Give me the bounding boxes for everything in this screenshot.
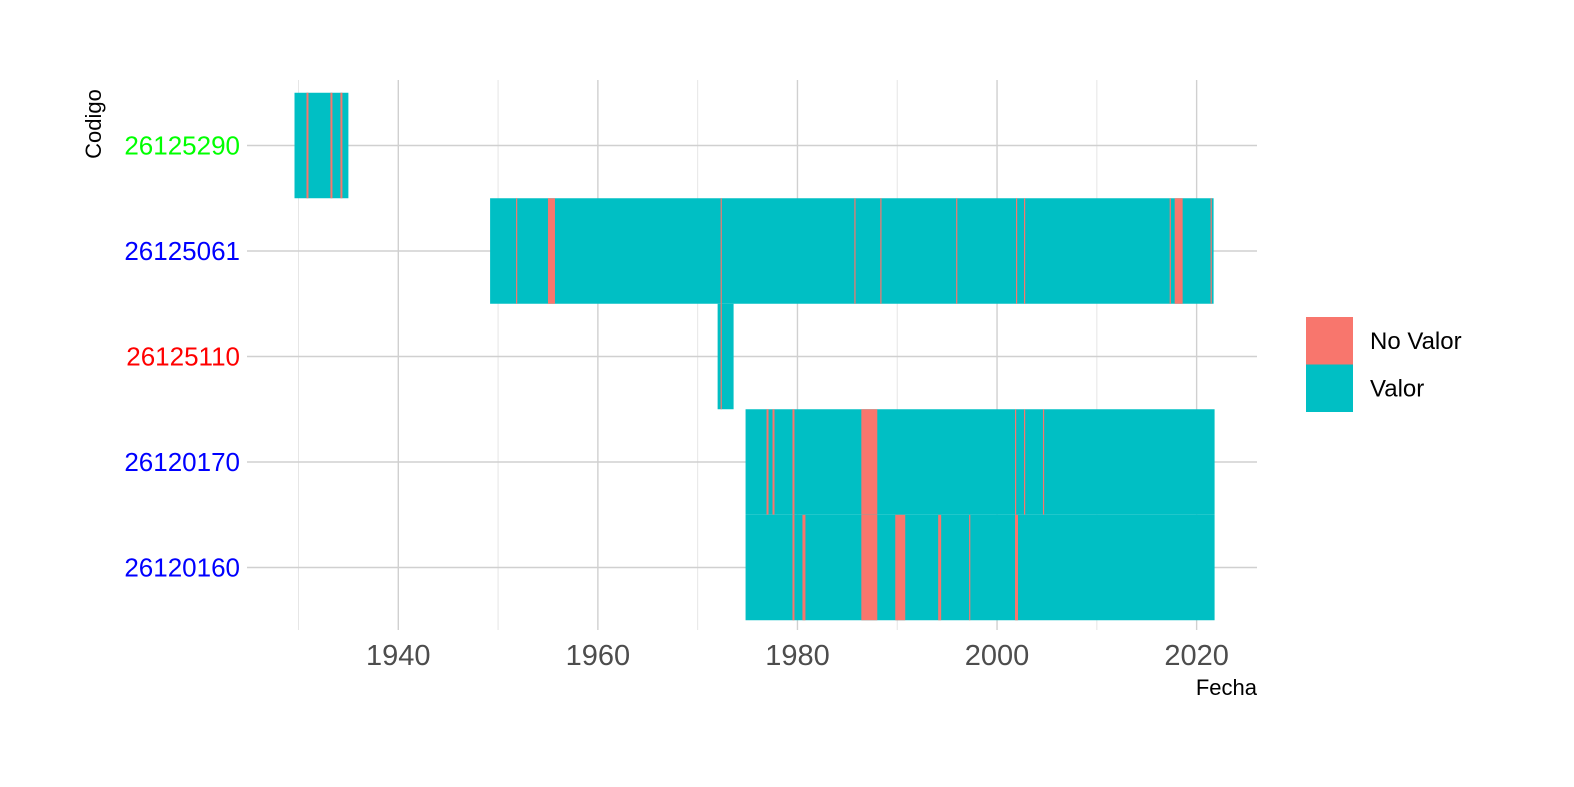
bar-valor-26125110 xyxy=(717,303,734,410)
bar-no-valor-26120160 xyxy=(895,514,906,621)
bar-no-valor-26125290 xyxy=(340,92,343,199)
bar-no-valor-26120160 xyxy=(969,514,971,621)
x-tick-label: 2020 xyxy=(1164,640,1229,672)
bar-no-valor-26120170 xyxy=(1042,409,1045,515)
bar-no-valor-26120170 xyxy=(792,409,795,515)
legend-label: No Valor xyxy=(1370,328,1462,355)
bar-no-valor-26125061 xyxy=(1016,198,1018,304)
bar-no-valor-26125290 xyxy=(330,92,333,199)
y-tick-label: 26125290 xyxy=(124,131,240,161)
bars xyxy=(294,92,1215,621)
bar-no-valor-26125061 xyxy=(516,198,518,304)
x-tick-label: 1960 xyxy=(566,640,631,672)
x-axis: 1940 1960 1980 2000 2020 xyxy=(366,640,1229,672)
bar-no-valor-26125061 xyxy=(880,198,882,304)
y-tick-label: 26120160 xyxy=(124,553,240,583)
bar-no-valor-26125061 xyxy=(1023,198,1026,304)
y-axis: 26125290 26125061 26125110 26120170 26120160 xyxy=(124,131,240,583)
bar-valor-26125290 xyxy=(294,92,349,199)
bar-no-valor-26125061 xyxy=(956,198,958,304)
bar-no-valor-26120160 xyxy=(792,514,795,621)
bar-no-valor-26125061 xyxy=(547,198,555,304)
bar-no-valor-26120160 xyxy=(861,514,878,621)
bar-no-valor-26120170 xyxy=(861,409,878,515)
x-tick-label: 1940 xyxy=(366,640,431,672)
bar-no-valor-26120170 xyxy=(1015,409,1017,515)
y-tick-label: 26125110 xyxy=(126,342,240,372)
legend-swatch xyxy=(1306,364,1353,412)
bar-no-valor-26125290 xyxy=(306,92,309,199)
x-tick-label: 1980 xyxy=(765,640,830,672)
bar-no-valor-26120170 xyxy=(1023,409,1026,515)
bar-no-valor-26125061 xyxy=(1174,198,1183,304)
bar-valor-26120170 xyxy=(745,409,1215,515)
bar-no-valor-26120170 xyxy=(772,409,775,515)
bar-valor-26125061 xyxy=(490,198,1214,304)
bar-no-valor-26125061 xyxy=(720,198,722,304)
bar-no-valor-26120160 xyxy=(1015,514,1018,621)
bar-no-valor-26120160 xyxy=(802,514,806,621)
bar-valor-26120160 xyxy=(745,514,1215,621)
x-tick-label: 2000 xyxy=(965,640,1030,672)
bar-no-valor-26125061 xyxy=(1169,198,1171,304)
bar-no-valor-26125061 xyxy=(854,198,856,304)
legend: No Valor Valor xyxy=(1306,317,1462,412)
bar-no-valor-26120160 xyxy=(938,514,942,621)
y-tick-label: 26120170 xyxy=(124,447,240,477)
y-tick-label: 26125061 xyxy=(124,236,240,266)
bar-no-valor-26125110 xyxy=(720,303,722,410)
legend-label: Valor xyxy=(1370,376,1424,403)
y-axis-title: Codigo xyxy=(81,89,106,159)
x-axis-title: Fecha xyxy=(1196,675,1258,700)
bar-no-valor-26125061 xyxy=(1210,198,1212,304)
legend-swatch xyxy=(1306,317,1353,365)
bar-no-valor-26120170 xyxy=(766,409,769,515)
